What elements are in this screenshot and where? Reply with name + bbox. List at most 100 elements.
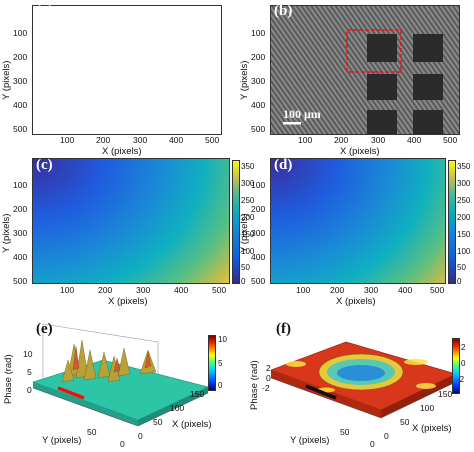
- y-axis-label: Y (pixels): [290, 435, 330, 446]
- colorbar-tick: 50: [457, 263, 466, 272]
- z-tick: 0: [27, 385, 32, 395]
- colorbar-tick: 50: [241, 263, 250, 272]
- x-tick: 50: [153, 417, 163, 427]
- y-tick: 300: [13, 228, 28, 238]
- x-tick: 0: [384, 431, 389, 441]
- x-tick: 300: [136, 285, 151, 295]
- colorbar-tick: 150: [457, 230, 471, 239]
- surface-plot-f: [270, 341, 457, 419]
- x-axis-label: X (pixels): [412, 423, 452, 434]
- colorbar-tick: 0: [461, 359, 466, 368]
- panel-tag-b: (b): [274, 3, 293, 19]
- z-tick: 10: [23, 349, 33, 359]
- colorbar-f: [452, 338, 460, 394]
- z-axis-label: Phase (rad): [3, 354, 14, 404]
- x-tick: 500: [212, 285, 227, 295]
- colorbar-tick: 0: [218, 381, 223, 390]
- colorbar-tick: -2: [457, 375, 465, 384]
- x-tick: 200: [98, 285, 113, 295]
- y-tick: 50: [87, 427, 97, 437]
- y-tick: 50: [340, 427, 350, 437]
- y-axis-label: Y (pixels): [239, 213, 250, 253]
- x-tick: 300: [133, 135, 148, 145]
- y-tick: 300: [251, 76, 266, 86]
- colorbar-tick: 0: [241, 277, 246, 286]
- x-tick: 150: [438, 389, 453, 399]
- hologram-image-b: [270, 5, 460, 135]
- z-tick: 2: [266, 363, 271, 373]
- y-tick: 400: [251, 252, 266, 262]
- z-tick: -2: [262, 383, 270, 393]
- y-tick: 0: [370, 439, 375, 449]
- y-tick: 500: [251, 276, 266, 286]
- y-tick: 300: [251, 228, 266, 238]
- y-tick: 200: [13, 204, 28, 214]
- z-axis-label: Phase (rad): [249, 360, 260, 410]
- x-tick: 150: [190, 389, 205, 399]
- panel-tag-d: (d): [274, 157, 293, 173]
- y-tick: 100: [13, 180, 28, 190]
- phase-map-d: [270, 158, 446, 284]
- x-tick: 400: [407, 135, 422, 145]
- y-tick: 200: [251, 52, 266, 62]
- y-tick: 400: [13, 100, 28, 110]
- y-axis-label: Y (pixels): [239, 60, 250, 100]
- z-tick: 5: [27, 367, 32, 377]
- x-tick: 200: [330, 285, 345, 295]
- y-tick: 400: [251, 100, 266, 110]
- y-tick: 0: [120, 439, 125, 449]
- x-axis-label: X (pixels): [336, 296, 376, 307]
- colorbar-tick: 200: [241, 213, 255, 222]
- x-tick: 500: [205, 135, 220, 145]
- colorbar-tick: 300: [457, 179, 471, 188]
- panel-tag-c: (c): [36, 157, 53, 173]
- phase-map-c: [32, 158, 230, 284]
- colorbar-tick: 250: [241, 196, 255, 205]
- y-axis-label: Y (pixels): [42, 435, 82, 446]
- surface-plot-e: [32, 323, 209, 427]
- colorbar-e: [208, 335, 216, 391]
- x-tick: 300: [371, 135, 386, 145]
- colorbar-c: [232, 160, 240, 284]
- colorbar-tick: 300: [241, 179, 255, 188]
- x-tick: 100: [420, 403, 435, 413]
- fringe-image-a: [32, 5, 222, 135]
- y-tick: 300: [13, 76, 28, 86]
- x-tick: 200: [334, 135, 349, 145]
- colorbar-tick: 100: [457, 247, 471, 256]
- y-tick: 200: [251, 204, 266, 214]
- panel-tag-f: (f): [276, 321, 291, 337]
- x-tick: 500: [443, 135, 458, 145]
- x-tick: 100: [296, 285, 311, 295]
- y-tick: 500: [251, 124, 266, 134]
- x-axis-label: X (pixels): [108, 296, 148, 307]
- y-tick: 500: [13, 124, 28, 134]
- colorbar-tick: 2: [461, 343, 466, 352]
- y-axis-label: Y (pixels): [1, 60, 12, 100]
- x-tick: 100: [60, 285, 75, 295]
- x-tick: 400: [398, 285, 413, 295]
- colorbar-d: [448, 160, 456, 284]
- colorbar-tick: 10: [218, 335, 227, 344]
- y-tick: 100: [251, 180, 266, 190]
- x-tick: 0: [138, 431, 143, 441]
- x-axis-label: X (pixels): [340, 146, 380, 157]
- x-tick: 200: [96, 135, 111, 145]
- colorbar-tick: 100: [241, 247, 255, 256]
- y-tick: 500: [13, 276, 28, 286]
- x-tick: 400: [174, 285, 189, 295]
- y-tick: 200: [13, 52, 28, 62]
- y-tick: 100: [251, 28, 266, 38]
- panel-tag-a: (a): [36, 3, 54, 19]
- y-tick: 400: [13, 252, 28, 262]
- colorbar-tick: 5: [218, 359, 223, 368]
- x-tick: 500: [430, 285, 445, 295]
- panel-tag-e: (e): [36, 321, 53, 337]
- x-tick: 100: [298, 135, 313, 145]
- colorbar-tick: 250: [457, 196, 471, 205]
- x-tick: 100: [170, 403, 185, 413]
- x-tick: 100: [60, 135, 75, 145]
- x-tick: 300: [364, 285, 379, 295]
- x-axis-label: X (pixels): [102, 146, 142, 157]
- colorbar-tick: 350: [457, 162, 471, 171]
